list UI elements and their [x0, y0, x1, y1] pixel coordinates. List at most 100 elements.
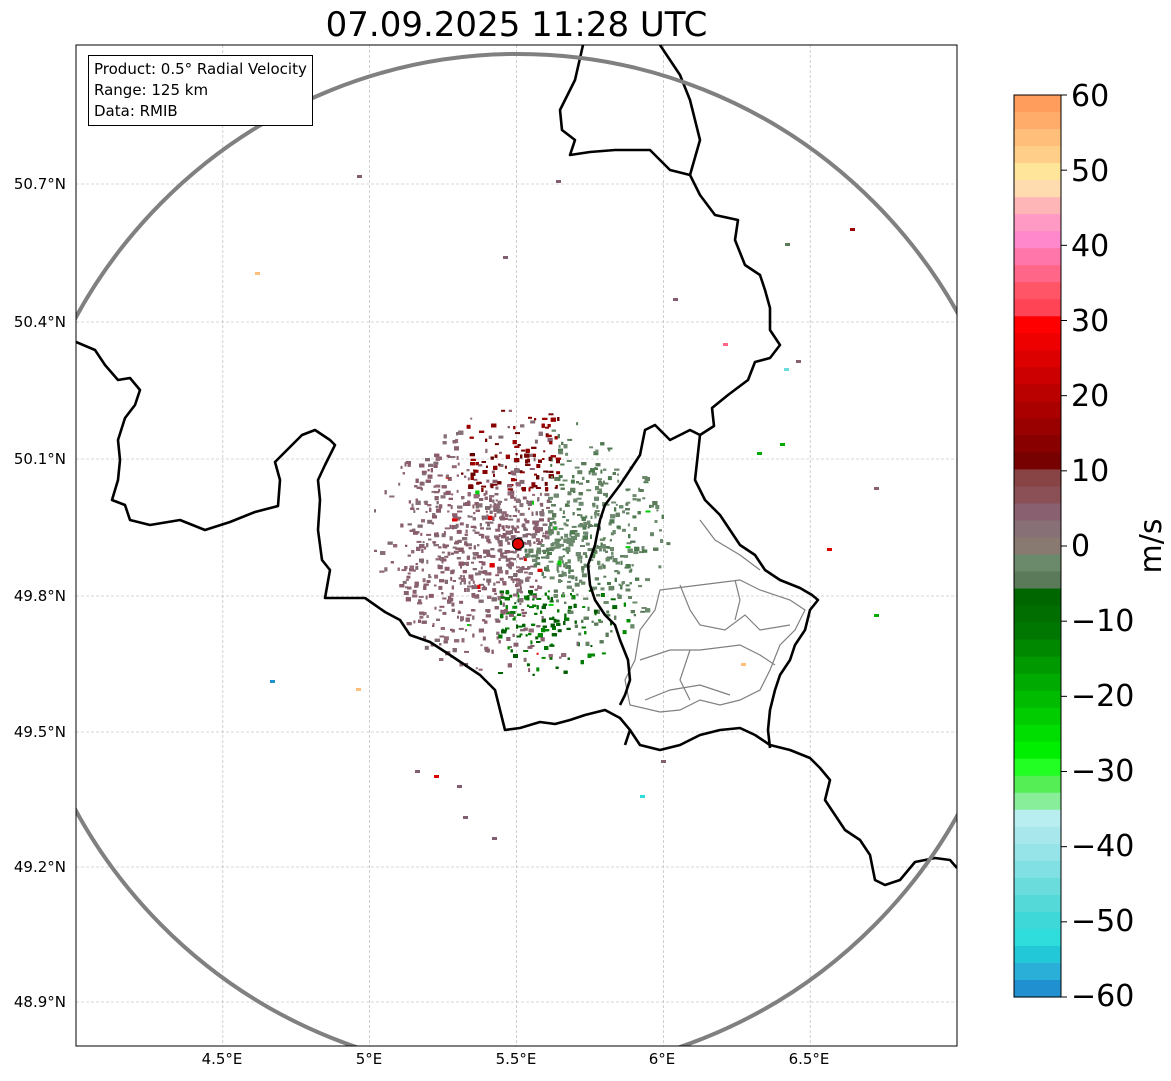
echo-pixel [416, 540, 422, 543]
echo-pixel [529, 585, 534, 588]
echo-pixel [614, 577, 617, 582]
echo-pixel [593, 549, 597, 554]
echo-pixel [567, 438, 573, 441]
echo-pixel [405, 578, 409, 581]
colorbar-tick-label: −20 [1071, 679, 1135, 714]
echo-pixel [570, 479, 575, 484]
echo-pixel [458, 430, 464, 435]
echo-pixel [491, 649, 494, 654]
colorbar-segment [1014, 758, 1061, 777]
echo-pixel [485, 438, 488, 442]
echo-pixel [450, 505, 453, 510]
y-tick-label: 49.2°N [13, 858, 66, 876]
echo-pixel [513, 505, 517, 508]
echo-pixel [505, 454, 510, 459]
echo-pixel [511, 525, 515, 529]
echo-pixel [625, 502, 629, 506]
echo-pixel [534, 520, 540, 523]
echo-pixel [609, 521, 613, 524]
echo-pixel [516, 518, 520, 523]
echo-pixel [511, 527, 516, 531]
echo-pixel [439, 643, 442, 646]
echo-pixel [494, 513, 497, 518]
echo-pixel [593, 451, 599, 456]
colorbar-segment [1014, 588, 1061, 607]
echo-pixel [479, 498, 484, 501]
echo-pixel [459, 662, 463, 667]
echo-pixel [571, 588, 574, 592]
echo-pixel [415, 500, 421, 505]
colorbar-segment [1014, 197, 1061, 215]
echo-pixel [425, 479, 431, 483]
echo-pixel [505, 558, 508, 562]
echo-pixel [520, 424, 525, 428]
colorbar-segment [1014, 554, 1061, 573]
echo-pixel [508, 409, 512, 412]
echo-pixel [525, 463, 531, 466]
echo-pixel [565, 562, 568, 566]
y-tick-label: 50.4°N [13, 313, 66, 331]
echo-pixel [483, 585, 486, 589]
echo-pixel [435, 456, 440, 461]
echo-pixel [472, 586, 478, 589]
echo-pixel [487, 541, 492, 544]
echo-pixel [487, 581, 490, 586]
echo-pixel [407, 586, 412, 590]
echo-pixel [421, 549, 424, 553]
echo-pixel [554, 527, 557, 530]
echo-pixel [578, 492, 583, 496]
echo-pixel [461, 472, 464, 475]
echo-pixel [566, 542, 572, 544]
echo-pixel [485, 535, 490, 539]
echo-pixel [582, 535, 588, 540]
colorbar-segment [1014, 520, 1061, 539]
echo-pixel [617, 593, 620, 597]
echo-pixel [460, 578, 466, 582]
echo-pixel [556, 531, 560, 536]
echo-pixel [400, 465, 403, 469]
y-tick-label: 48.9°N [13, 993, 66, 1011]
echo-pixel [549, 441, 553, 445]
echo-pixel [563, 563, 566, 568]
echo-pixel [493, 473, 495, 477]
echo-pixel [581, 516, 586, 521]
echo-pixel [571, 536, 577, 540]
echo-pixel [456, 557, 461, 560]
echo-pixel [562, 516, 566, 518]
echo-pixel [517, 509, 520, 513]
echo-pixel [519, 479, 525, 484]
echo-pixel [596, 594, 601, 597]
echo-pixel [607, 447, 613, 450]
echo-pixel [466, 614, 472, 617]
echo-pixel [607, 547, 613, 549]
echo-pixel [515, 498, 520, 501]
echo-pixel [481, 488, 484, 492]
echo-pixel [490, 484, 494, 489]
echo-pixel [563, 522, 567, 526]
echo-pixel [504, 513, 509, 517]
echo-pixel [605, 632, 609, 637]
y-tick-label: 49.8°N [13, 587, 66, 605]
echo-pixel [406, 622, 412, 626]
echo-pixel [485, 510, 488, 513]
echo-pixel [594, 515, 597, 519]
echo-pixel [603, 601, 609, 604]
echo-pixel [544, 535, 550, 540]
echo-pixel [599, 547, 602, 552]
echo-pixel [623, 602, 626, 607]
echo-pixel [561, 441, 564, 445]
echo-pixel [457, 539, 462, 543]
echo-pixel [510, 494, 515, 499]
colorbar-segment [1014, 877, 1061, 896]
echo-pixel [492, 588, 497, 593]
echo-pixel [534, 418, 537, 421]
echo-pixel [522, 523, 525, 528]
colorbar-segment [1014, 673, 1061, 692]
echo-pixel [475, 490, 480, 495]
echo-pixel [547, 517, 550, 522]
echo-pixel [447, 504, 451, 507]
echo-pixel [470, 472, 476, 476]
echo-pixel [557, 609, 560, 613]
echo-pixel [617, 479, 620, 483]
